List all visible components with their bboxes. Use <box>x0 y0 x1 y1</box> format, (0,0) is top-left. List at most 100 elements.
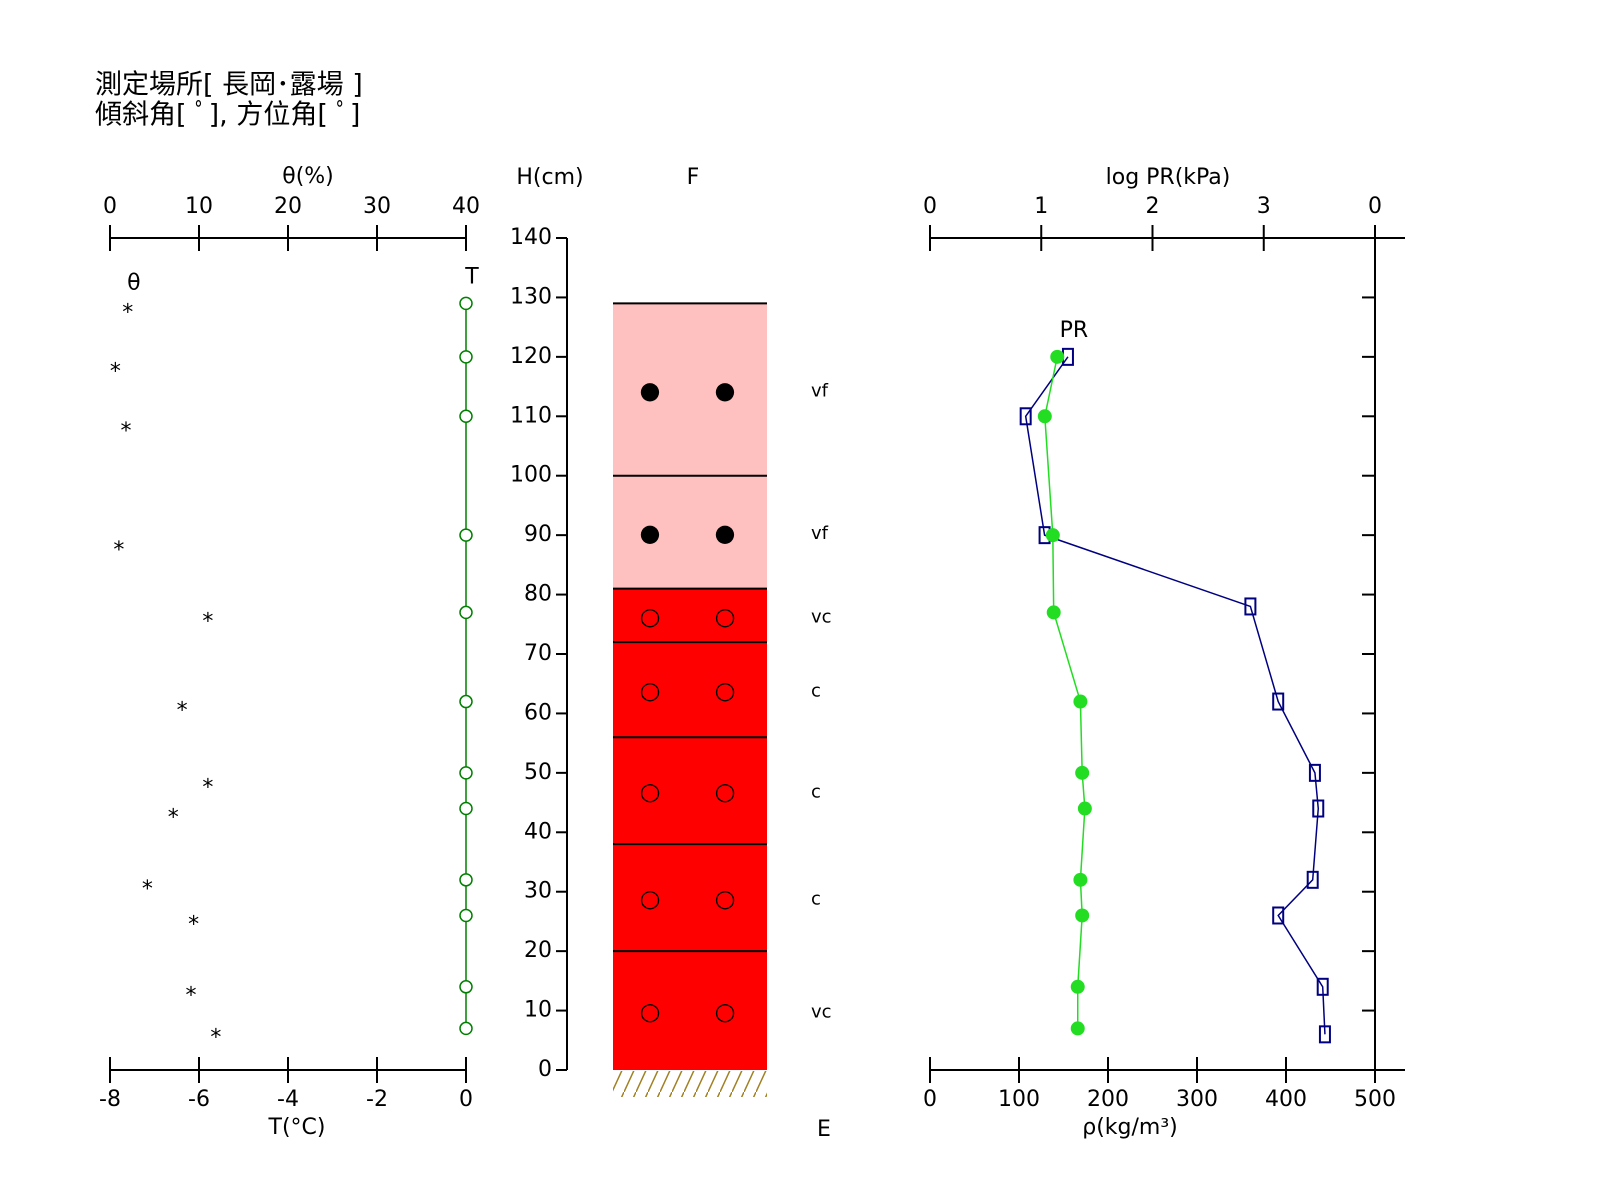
theta-point: * <box>168 805 179 830</box>
temp-point <box>459 694 473 709</box>
snow-layer <box>613 951 767 1070</box>
pr-point <box>1306 870 1319 889</box>
axis-tick-label: -6 <box>188 1087 210 1112</box>
pr-point <box>1312 799 1325 818</box>
theta-point: * <box>185 984 196 1009</box>
density-point <box>1045 528 1060 543</box>
axis-tick-label: 40 <box>452 194 480 219</box>
density-point <box>1073 694 1088 709</box>
density-point <box>1037 409 1052 424</box>
temp-point <box>459 409 473 424</box>
grain-shape: ○ <box>640 602 661 630</box>
grain-shape: ● <box>640 377 661 405</box>
axis-tick-label: 400 <box>1265 1087 1307 1112</box>
axis-tick-label: 300 <box>1176 1087 1218 1112</box>
axis-tick-label: -4 <box>277 1087 299 1112</box>
height-tick-label: 70 <box>524 641 552 666</box>
temp-point <box>459 980 473 994</box>
column-title: F <box>687 165 700 190</box>
density-point <box>1077 801 1092 816</box>
grain-shape: ○ <box>715 677 736 705</box>
axis-tick-label: 0 <box>923 1087 937 1112</box>
temp-point <box>459 873 473 887</box>
theta-point: * <box>142 877 153 902</box>
density-point <box>1046 605 1061 620</box>
theta-point: * <box>122 300 133 325</box>
temp-point <box>459 528 473 542</box>
temp-point <box>459 908 473 923</box>
height-tick-label: 80 <box>524 582 552 607</box>
temp-point <box>459 1021 473 1036</box>
theta-point: * <box>188 912 199 937</box>
grain-shape: ○ <box>715 602 736 630</box>
axis-tick-label: 0 <box>923 194 937 219</box>
height-tick-label: 20 <box>524 938 552 963</box>
pr-point <box>1019 407 1032 426</box>
density-point <box>1070 1021 1085 1036</box>
axis-tick-label: 200 <box>1087 1087 1129 1112</box>
height-tick-label: 30 <box>524 879 552 904</box>
temp-point <box>459 296 473 311</box>
axis-tick-label: 1 <box>1034 194 1048 219</box>
pr-point <box>1318 1025 1331 1044</box>
height-tick-label: 40 <box>524 819 552 844</box>
axis-tick-label: 10 <box>185 194 213 219</box>
theta-point: * <box>113 538 124 563</box>
snow-layer <box>613 642 767 738</box>
hardness: vc <box>811 1002 832 1023</box>
theta-point: * <box>202 776 213 801</box>
snow-layer <box>613 303 767 476</box>
pr-point <box>1244 597 1257 616</box>
ground <box>613 1071 767 1097</box>
axis-tick-label: 0 <box>459 1087 473 1112</box>
series-name: T <box>464 264 479 289</box>
theta-point: * <box>177 698 188 723</box>
snow-layer <box>613 737 767 845</box>
theta-point: * <box>210 1025 221 1050</box>
height-tick-label: 130 <box>510 284 552 309</box>
series-name: θ <box>127 270 140 295</box>
series-line <box>1024 356 1326 1035</box>
axis-tick-label: 0 <box>103 194 117 219</box>
series-line <box>1044 356 1086 1029</box>
grain-shape: ● <box>640 519 661 547</box>
theta-point: * <box>202 609 213 634</box>
pr-point <box>1316 977 1329 996</box>
hardness: c <box>811 782 821 803</box>
axis-tick-label: 20 <box>274 194 302 219</box>
series-name: PR <box>1060 318 1089 343</box>
pr-point <box>1272 906 1285 925</box>
hardness: c <box>811 889 821 910</box>
header-line: 測定場所[ 長岡･露場 ] <box>95 70 363 101</box>
header-line: 傾斜角[ ﾟ], 方位角[ ﾟ] <box>95 100 360 131</box>
hardness: vf <box>811 381 829 402</box>
axis-tick-label: -8 <box>99 1087 121 1112</box>
grain-shape: ○ <box>640 998 661 1026</box>
axis-tick-label: 100 <box>998 1087 1040 1112</box>
height-tick-label: 10 <box>524 998 552 1023</box>
theta-point: * <box>110 360 121 385</box>
snow-layer <box>613 475 767 589</box>
height-tick-label: 110 <box>510 403 552 428</box>
density-point <box>1070 979 1085 994</box>
grain-shape: ○ <box>640 677 661 705</box>
axis-tick-label: 0 <box>1368 194 1382 219</box>
snow-layer <box>613 844 767 952</box>
height-tick-label: 140 <box>510 225 552 250</box>
height-tick-label: 60 <box>524 700 552 725</box>
temp-point <box>459 801 473 816</box>
height-tick-label: 90 <box>524 522 552 547</box>
temp-point <box>459 766 473 780</box>
grain-shape: ● <box>715 377 736 405</box>
density-point <box>1075 765 1090 780</box>
density-point <box>1050 349 1065 364</box>
axis-tick-label: 500 <box>1354 1087 1396 1112</box>
grain-shape: ○ <box>715 778 736 806</box>
x-axis-label: θ(%) <box>282 164 334 189</box>
grain-shape: ● <box>715 519 736 547</box>
temp-point <box>459 605 473 620</box>
hardness: vc <box>811 606 832 627</box>
hardness: vf <box>811 523 829 544</box>
density-point <box>1073 872 1088 887</box>
